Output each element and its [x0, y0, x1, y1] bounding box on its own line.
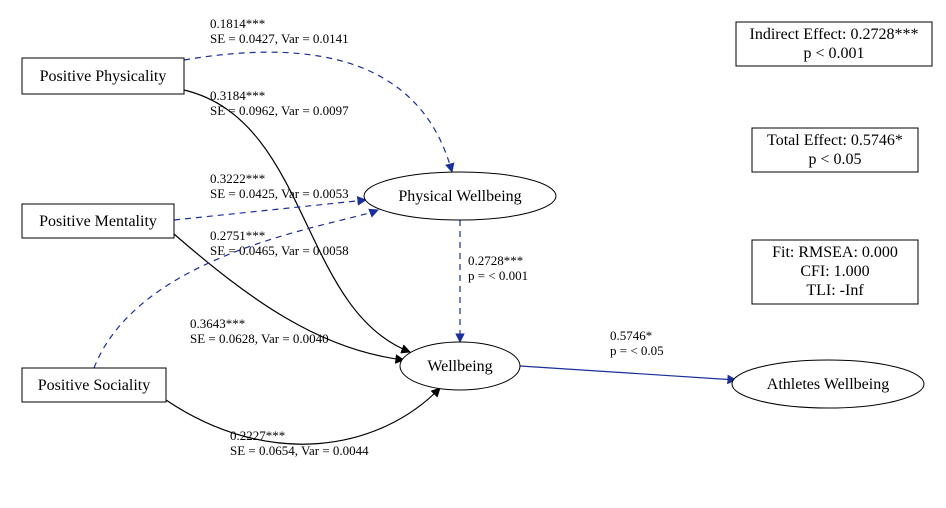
edge-label-pp_pw-se: SE = 0.0427, Var = 0.0141	[210, 31, 349, 46]
edge-label-ps_pw-se: SE = 0.0628, Var = 0.0040	[190, 331, 329, 346]
nodes-layer: Positive Physicality Positive Mentality Po…	[22, 58, 924, 408]
statbox-total-line-0: Total Effect: 0.5746*	[767, 132, 903, 149]
node-label-wb: Wellbeing	[427, 358, 492, 375]
node-label-pp: Positive Physicality	[40, 68, 167, 85]
edge-wb_aw	[520, 366, 736, 380]
edge-label-pw_wb-se: p = < 0.001	[468, 268, 528, 283]
edge-label-wb_aw-coef: 0.5746*	[610, 328, 652, 343]
statbox-fit-line-2: TLI: -Inf	[806, 282, 864, 299]
edge-pp_wb	[184, 90, 410, 352]
stat-boxes-layer: Indirect Effect: 0.2728*** p < 0.001 Total…	[736, 22, 932, 304]
edge-ps_wb	[166, 388, 440, 444]
node-label-aw: Athletes Wellbeing	[767, 376, 889, 393]
edge-label-pp_wb-coef: 0.3184***	[210, 88, 265, 103]
edge-label-pp_pw-coef: 0.1814***	[210, 16, 265, 31]
statbox-total-line-1: p < 0.05	[808, 151, 861, 168]
node-label-pm: Positive Mentality	[39, 213, 157, 230]
edge-pm_pw	[174, 200, 366, 220]
edge-label-ps_pw-coef: 0.3643***	[190, 316, 245, 331]
edge-labels-layer: 0.1814***SE = 0.0427, Var = 0.0141 0.3184…	[190, 16, 664, 458]
edge-label-pp_wb-se: SE = 0.0962, Var = 0.0097	[210, 103, 349, 118]
statbox-indirect-line-0: Indirect Effect: 0.2728***	[750, 26, 919, 43]
edge-label-pm_pw-se: SE = 0.0425, Var = 0.0053	[210, 186, 349, 201]
statbox-fit-line-0: Fit: RMSEA: 0.000	[772, 244, 898, 261]
edge-label-pm_wb-se: SE = 0.0465, Var = 0.0058	[210, 243, 349, 258]
sem-path-diagram: Positive Physicality Positive Mentality Po…	[0, 0, 946, 508]
node-label-ps: Positive Sociality	[38, 377, 150, 394]
edge-label-pm_pw-coef: 0.3222***	[210, 171, 265, 186]
edge-label-wb_aw-se: p = < 0.05	[610, 343, 664, 358]
node-label-pw: Physical Wellbeing	[398, 188, 521, 205]
edge-label-ps_wb-coef: 0.2227***	[230, 428, 285, 443]
edge-label-ps_wb-se: SE = 0.0654, Var = 0.0044	[230, 443, 369, 458]
statbox-fit-line-1: CFI: 1.000	[800, 263, 869, 280]
edge-label-pw_wb-coef: 0.2728***	[468, 253, 523, 268]
statbox-indirect-line-1: p < 0.001	[803, 45, 864, 62]
edges-layer	[94, 52, 736, 444]
edge-label-pm_wb-coef: 0.2751***	[210, 228, 265, 243]
